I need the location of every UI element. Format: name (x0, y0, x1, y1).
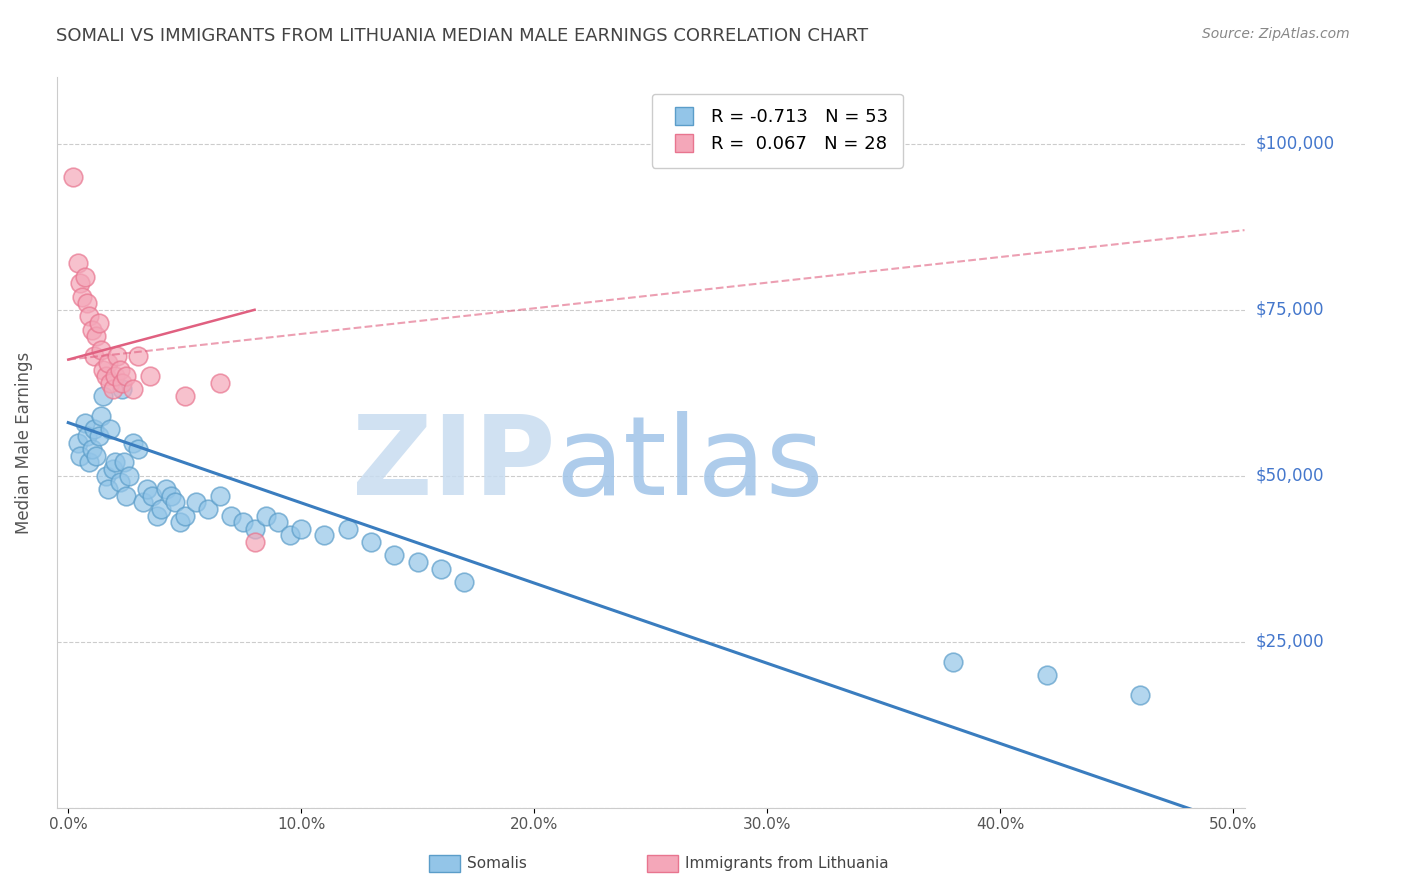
Point (314, 528, 336, 542)
Point (91, 389, 114, 403)
Point (77, 455, 100, 469)
Point (111, 383, 134, 397)
Point (83, 422, 105, 436)
Point (136, 482, 159, 496)
Point (90, 409, 112, 423)
Point (208, 376, 231, 390)
Point (139, 369, 162, 384)
Point (69, 449, 91, 463)
Point (112, 455, 135, 469)
Point (94, 369, 117, 384)
Point (98, 422, 121, 436)
Point (145, 508, 167, 523)
Point (66, 256, 89, 270)
Point (453, 574, 475, 589)
Point (150, 502, 173, 516)
Point (73, 416, 96, 430)
Point (122, 383, 145, 397)
Point (90, 343, 112, 357)
Text: Source: ZipAtlas.com: Source: ZipAtlas.com (1202, 27, 1350, 41)
Point (165, 495, 187, 509)
Point (243, 535, 266, 549)
Text: atlas: atlas (555, 411, 824, 518)
Point (208, 489, 231, 503)
Y-axis label: Median Male Earnings: Median Male Earnings (15, 351, 32, 533)
Point (221, 508, 243, 523)
Point (104, 455, 127, 469)
Point (76, 296, 98, 310)
Point (115, 369, 138, 384)
Point (159, 489, 181, 503)
Point (197, 502, 219, 516)
Point (70, 289, 93, 303)
Point (254, 508, 277, 523)
Point (111, 376, 134, 390)
Point (127, 349, 149, 363)
Text: $100,000: $100,000 (1256, 135, 1334, 153)
Text: $75,000: $75,000 (1256, 301, 1324, 318)
Point (115, 489, 138, 503)
Point (132, 495, 155, 509)
Point (382, 549, 405, 563)
Text: Immigrants from Lithuania: Immigrants from Lithuania (685, 856, 889, 871)
Point (66, 435, 89, 450)
Point (127, 442, 149, 457)
Point (76, 429, 98, 443)
Point (84, 329, 107, 343)
Point (101, 462, 124, 476)
Point (87, 316, 110, 330)
Point (97, 356, 120, 370)
Text: SOMALI VS IMMIGRANTS FROM LITHUANIA MEDIAN MALE EARNINGS CORRELATION CHART: SOMALI VS IMMIGRANTS FROM LITHUANIA MEDI… (56, 27, 869, 45)
Point (430, 562, 453, 576)
Point (84, 449, 107, 463)
Point (278, 528, 301, 542)
Point (118, 468, 141, 483)
Point (336, 522, 359, 536)
Text: ZIP: ZIP (352, 411, 555, 518)
Point (104, 369, 127, 384)
Point (141, 489, 163, 503)
Point (122, 435, 145, 450)
Point (105, 349, 128, 363)
Point (77, 310, 100, 324)
Point (243, 522, 266, 536)
Point (97, 482, 120, 496)
Point (80, 323, 103, 337)
Point (101, 383, 124, 397)
Point (91, 362, 114, 376)
Point (108, 362, 131, 376)
Point (83, 349, 105, 363)
Point (169, 515, 191, 529)
Legend: R = -0.713   N = 53, R =  0.067   N = 28: R = -0.713 N = 53, R = 0.067 N = 28 (652, 94, 903, 168)
Point (98, 376, 121, 390)
Point (173, 389, 195, 403)
Point (232, 515, 254, 529)
Point (360, 535, 382, 549)
Text: $25,000: $25,000 (1256, 632, 1324, 651)
Point (290, 522, 312, 536)
Point (108, 475, 131, 490)
Text: Somalis: Somalis (467, 856, 527, 871)
Point (73, 269, 96, 284)
Point (1035, 668, 1057, 682)
Point (69, 277, 91, 291)
Point (1129, 688, 1152, 702)
Point (87, 429, 110, 443)
Point (173, 508, 195, 523)
Point (406, 555, 429, 569)
Point (155, 482, 177, 496)
Point (186, 495, 208, 509)
Point (80, 442, 103, 457)
Point (267, 515, 290, 529)
Point (942, 655, 965, 669)
Point (62, 169, 84, 184)
Point (94, 468, 117, 483)
Text: $50,000: $50,000 (1256, 467, 1324, 484)
